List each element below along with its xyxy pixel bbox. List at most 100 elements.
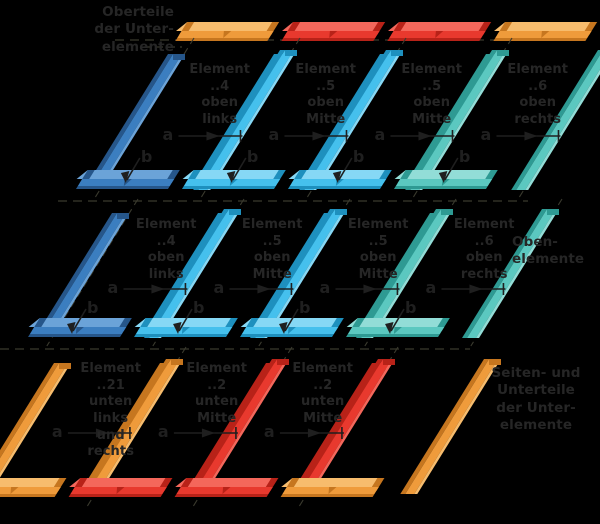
bar-seam [116,487,125,494]
vbar-right-top-4 [511,50,600,190]
bot-band-bottom-bar-1 [0,478,67,497]
vbar-face [91,54,182,186]
bar-seam [287,327,296,334]
vbar-face [198,50,294,190]
dim-a-arrow-top-2 [284,130,349,142]
vbar-highlight [158,209,241,338]
bar-seam [435,31,444,38]
vbar-face [467,209,556,338]
vbar-left-side [193,50,285,190]
dim-a-arrow-bot-3 [279,427,344,439]
bar-seam [181,327,190,334]
cell-label-element-6-oben-rechts: Element ..6 oben rechts [507,62,569,127]
vbar-highlight [0,363,71,478]
vbar-top-notch [497,50,509,56]
mid-band-bottom-bar-3 [240,318,344,337]
bar-top-face [281,478,385,487]
dim-a-label-bot-3: a [263,422,275,441]
vbar-highlight [96,359,183,494]
vbar-highlight [525,69,600,190]
bar-top-face [69,478,173,487]
bar-seam [75,327,84,334]
bar-bottom-edge [175,38,270,41]
vbar-highlight [370,209,453,338]
bar-seam [541,31,550,38]
top-bar-2 [281,22,386,41]
vbar-right-mid-4 [462,209,559,338]
vbar-face [405,359,498,494]
dim-b-arrow-mid-3 [279,308,299,334]
vbar-left-side [294,359,383,494]
vbar-left-side [86,54,173,186]
dim-a-arrow-top-1 [178,130,243,142]
dim-b-label-top-3: b [352,147,365,166]
dim-a-label-top-4: a [480,125,492,144]
bar-top-face [0,478,67,487]
cell-label-element-5-oben-mitte-3: Element ..5 oben Mitte [241,217,303,282]
section-label-oberteile-der-unterelemente: Oberteile der Unter-elemente [94,4,174,55]
vbar-left-side [356,209,441,338]
dim-a-label-top-1: a [162,125,174,144]
bar-seam [222,487,231,494]
dim-b-label-top-4: b [458,147,471,166]
top-bar-3 [387,22,492,41]
vbar-highlight [50,213,130,334]
bot-band-bottom-bar-4 [280,478,385,497]
vbar-left-top-1 [86,54,185,186]
vbar-top-notch [117,213,129,219]
vbar-left-bot-1 [0,363,71,478]
bar-bottom-edge [174,494,269,497]
vbar-left-side [82,359,171,494]
vbar-face [516,54,600,190]
cell-label-element-5-oben-mitte-2: Element ..5 oben Mitte [401,62,463,127]
mid-band-bottom-bar-1 [28,318,132,337]
vbar-highlight [414,359,501,494]
bar-bottom-edge [68,494,163,497]
dim-a-arrow-mid-3 [335,283,400,295]
dim-a-label-mid-2: a [213,278,225,297]
bot-band-bottom-bar-2 [68,478,173,497]
section-label-obenelemente: Oben-elemente [512,234,585,268]
vbar-face [304,50,400,190]
vbar-left-side [250,209,335,338]
dim-b-label-top-1: b [140,147,153,166]
vbar-left-side [36,213,118,334]
bar-seam [329,31,338,38]
vbar-right-top-1 [193,50,297,190]
top-bar-4 [493,22,598,41]
dim-a-arrow-mid-1 [123,283,188,295]
dim-a-label-bot-2: a [157,422,169,441]
dim-a-arrow-bot-1 [67,427,132,439]
bar-seam [10,487,19,494]
vbar-left-mid-1 [36,213,130,334]
dim-a-label-bot-1: a [51,422,63,441]
bar-top-face [494,22,598,31]
vbar-right-bot-3 [294,359,395,494]
bar-bottom-edge [240,334,334,337]
dim-a-arrow-top-3 [390,130,455,142]
cell-label-element-5-oben-mitte-4: Element ..5 oben Mitte [347,217,409,282]
dim-a-label-top-3: a [374,125,386,144]
cell-label-element-4-oben-links-2: Element ..4 oben links [135,217,197,282]
bar-top-face [240,318,344,327]
vbar-right-top-3 [405,50,509,190]
dim-b-label-mid-4: b [405,298,417,317]
cell-label-element-21-unten-links-und-rechts: Element ..21 unten links und rechts [80,361,142,460]
vbar-top-notch [59,363,71,369]
bar-bottom-edge [287,186,382,189]
dim-a-arrow-mid-4 [441,283,506,295]
dim-a-label-mid-3: a [319,278,331,297]
vbar-face [193,359,286,494]
bar-top-face [282,22,386,31]
vbar-face [299,359,392,494]
vbar-highlight [308,359,395,494]
bar-web [0,487,61,494]
dim-b-label-top-2: b [246,147,259,166]
cell-label-element-4-oben-links: Element ..4 oben links [189,62,251,127]
vbar-face [255,209,344,338]
vbar-face [149,209,238,338]
vbar-top-notch [229,209,241,215]
dim-a-label-top-2: a [268,125,280,144]
vbar-highlight [313,50,403,190]
